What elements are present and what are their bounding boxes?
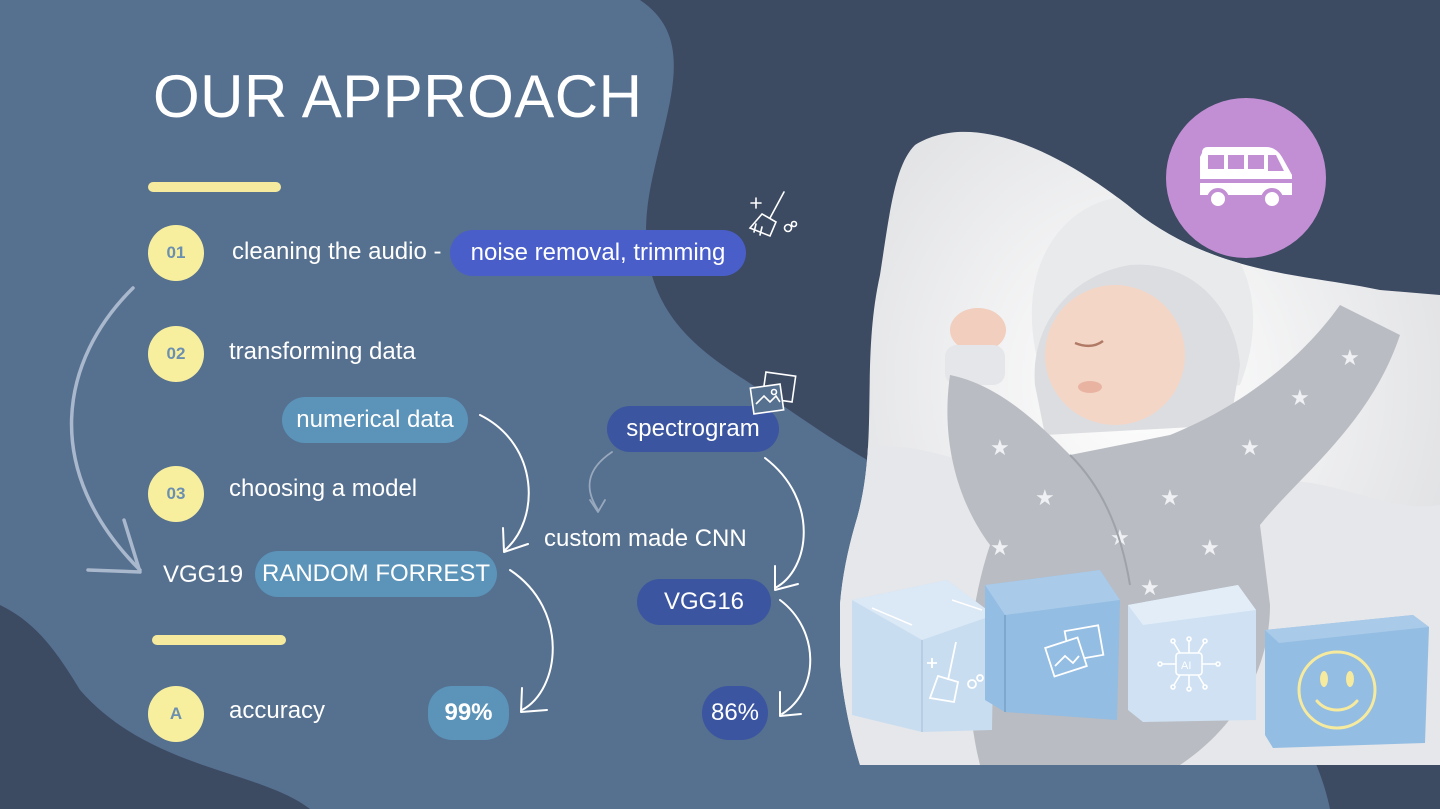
noise-removal-pill: noise removal, trimming [450,230,746,276]
vgg16-pill: VGG16 [637,579,771,625]
svg-text:★: ★ [1140,575,1160,600]
step-label-02: transforming data [229,338,416,365]
svg-text:★: ★ [1240,435,1260,460]
arrow-spectrogram-to-vgg16 [764,457,805,589]
bus-icon [1200,147,1292,210]
svg-text:AI: AI [1181,660,1191,672]
step-badge-02: 02 [148,326,204,382]
step-badge-03: 03 [148,466,204,522]
accuracy-label: accuracy [229,697,326,724]
cube-photos [985,570,1120,720]
icon-cubes: AI [852,570,1429,748]
svg-text:★: ★ [1340,345,1360,370]
title-underline [148,182,281,192]
photos-icon [1044,624,1105,678]
cube-ai: AI [1128,585,1256,722]
smiley-icon [1297,650,1377,730]
svg-text:★: ★ [1110,525,1130,550]
svg-text:★: ★ [1035,485,1055,510]
photos-icon [749,371,797,415]
random-forest-pill: RANDOM FORREST [255,551,497,597]
svg-text:★: ★ [1200,535,1220,560]
svg-text:★: ★ [990,535,1010,560]
step-badge-01: 01 [148,225,204,281]
cube-broom [852,580,994,732]
step-label-01: cleaning the audio - [232,238,442,265]
ai-chip-icon: AI [1157,636,1221,692]
broom-sparkle-icon [748,191,798,238]
arrow-spectrogram-to-cnn [588,451,613,511]
svg-text:★: ★ [1160,485,1180,510]
bus-icon-circle [1166,98,1326,258]
arrow-step01-to-vgg19 [69,286,142,572]
arrow-head-vgg19 [86,518,142,574]
numerical-data-pill: numerical data [282,397,468,443]
broom-icon [927,641,984,704]
custom-cnn-label: custom made CNN [544,525,747,552]
svg-text:★: ★ [1290,385,1310,410]
cube-smiley [1265,615,1429,748]
accuracy-badge: A [148,686,204,742]
page-title: OUR APPROACH [153,63,643,130]
arrow-numerical-to-cnn [479,414,530,551]
arrow-vgg16-to-86 [779,599,812,715]
spectrogram-pill: spectrogram [607,406,779,452]
section-divider [152,635,286,645]
step-label-03: choosing a model [229,475,418,502]
vgg19-label: VGG19 [163,561,244,588]
accuracy-value-86: 86% [702,686,768,740]
svg-text:★: ★ [990,435,1010,460]
accuracy-value-99: 99% [428,686,509,740]
arrow-rf-to-99 [509,569,554,711]
